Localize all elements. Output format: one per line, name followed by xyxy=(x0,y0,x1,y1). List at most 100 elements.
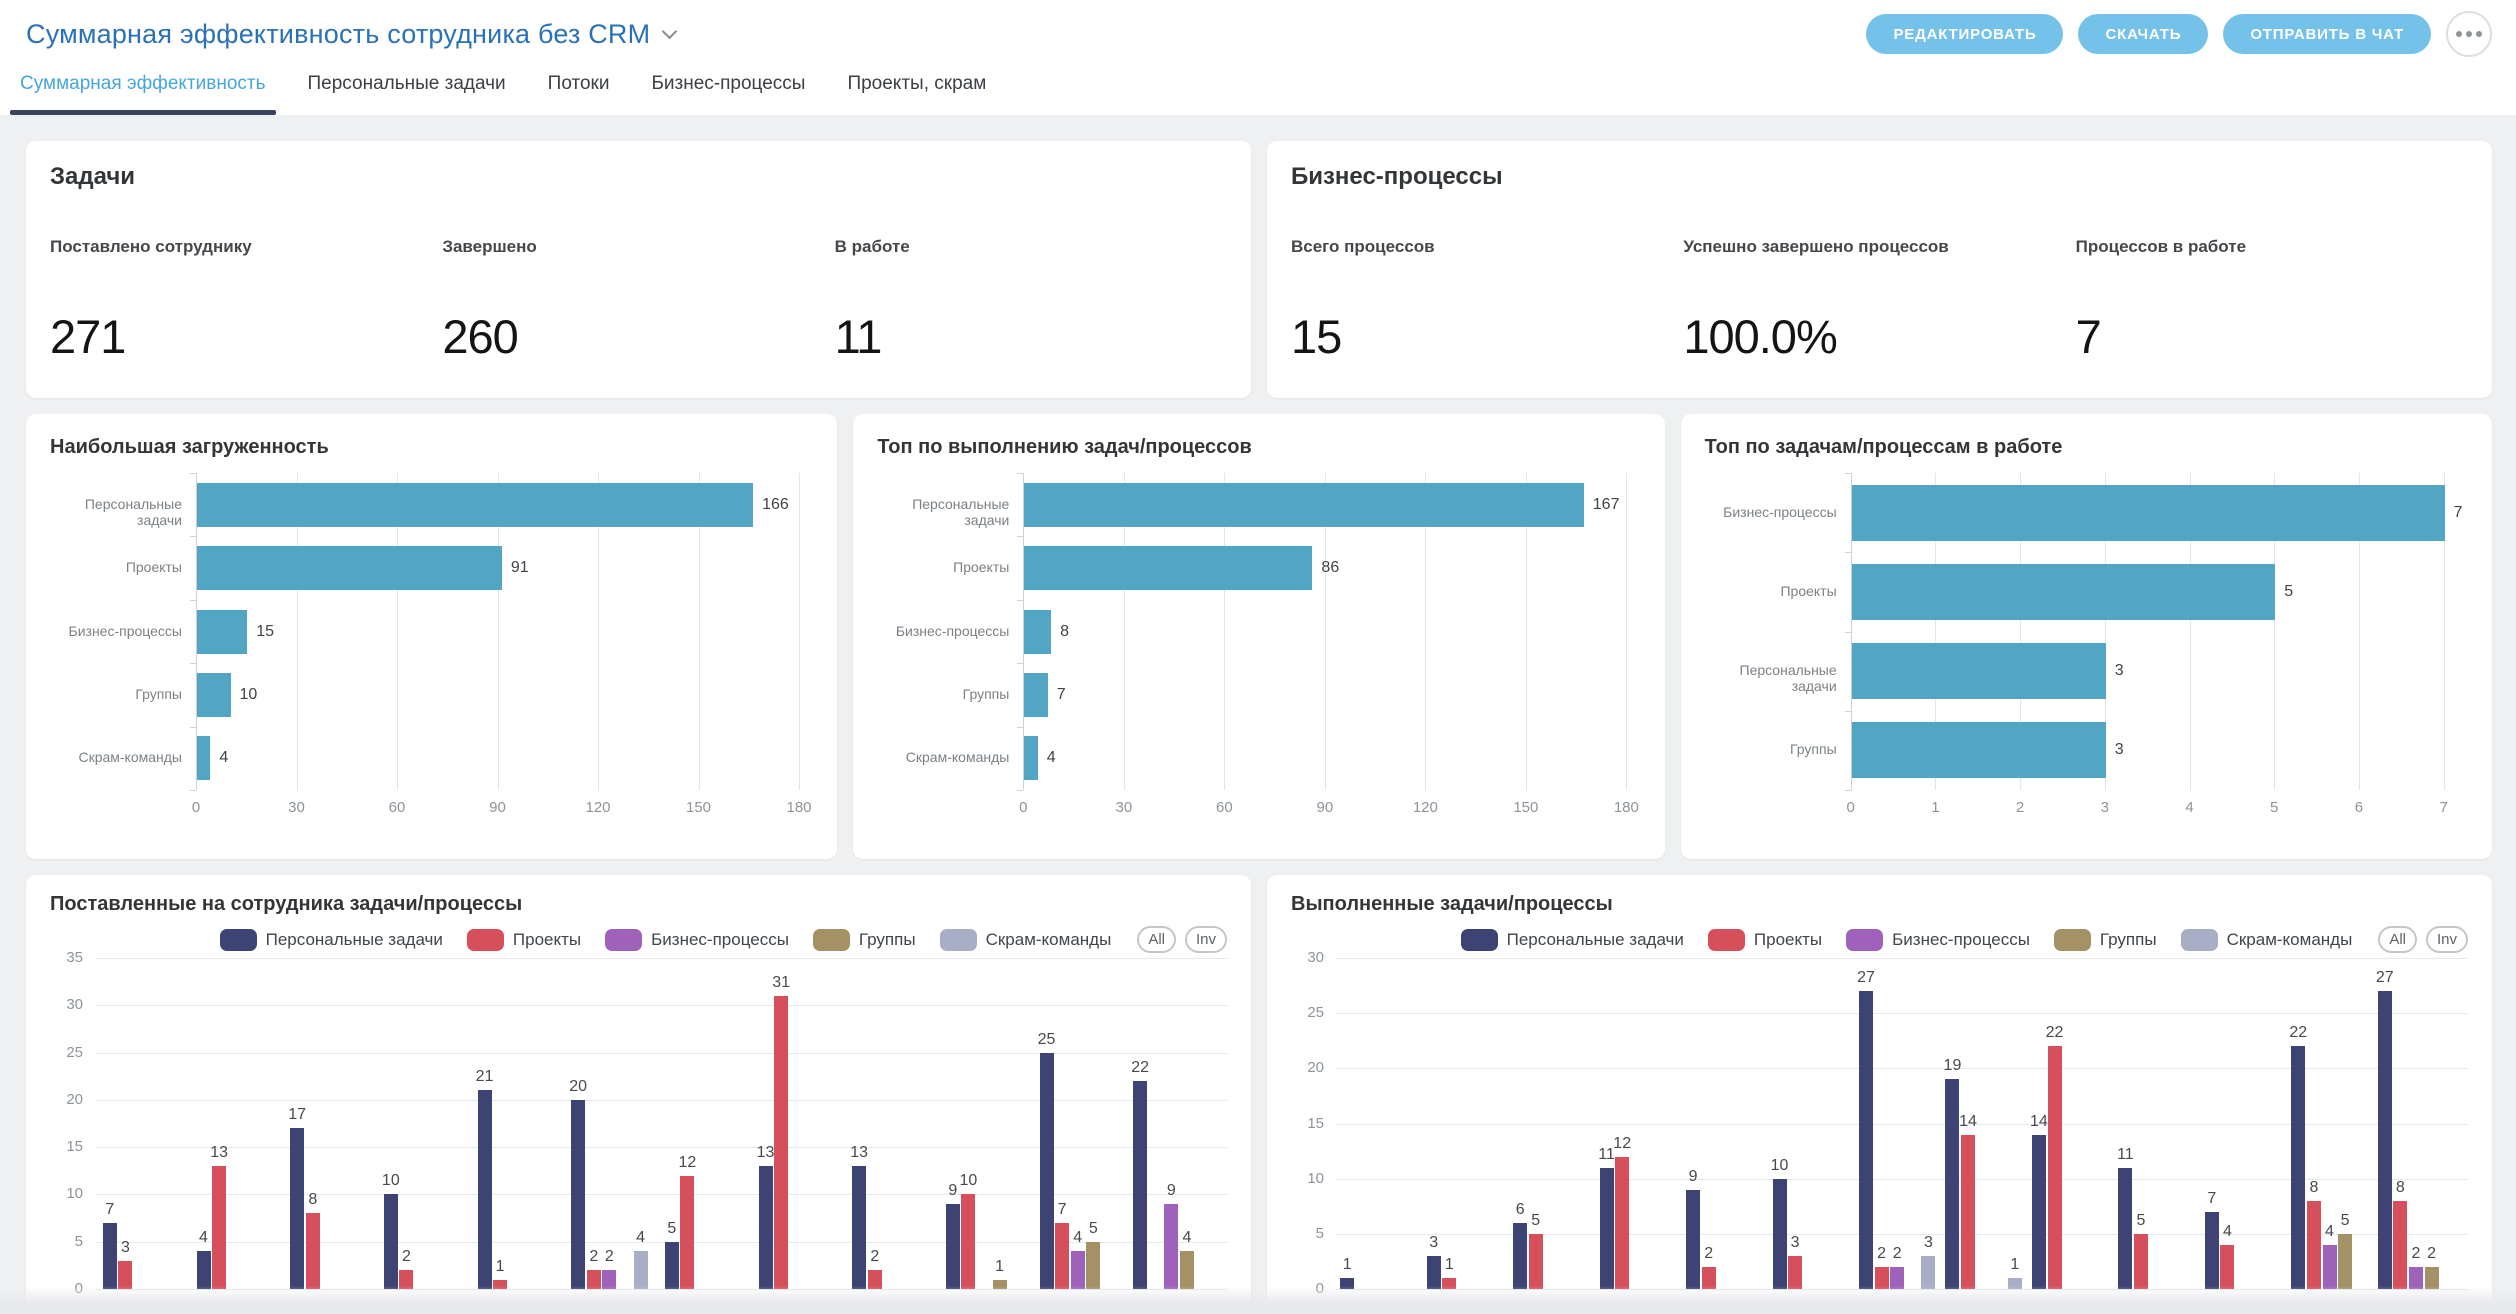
tab-projects-scrum[interactable]: Проекты, скрам xyxy=(847,73,987,94)
bar[interactable] xyxy=(1086,1241,1101,1289)
bar[interactable] xyxy=(197,609,248,654)
bar[interactable] xyxy=(1164,1203,1179,1289)
legend-item[interactable]: Группы xyxy=(812,928,916,951)
download-button[interactable]: СКАЧАТЬ xyxy=(2078,14,2209,54)
bar[interactable] xyxy=(1513,1222,1528,1289)
bar[interactable] xyxy=(197,546,502,591)
bar[interactable] xyxy=(2133,1233,2148,1289)
bar[interactable] xyxy=(2204,1211,2219,1289)
bar[interactable] xyxy=(602,1270,617,1289)
legend-item[interactable]: Бизнес-процессы xyxy=(605,928,789,951)
tab-summary-efficiency[interactable]: Суммарная эффективность xyxy=(10,69,276,115)
bar[interactable] xyxy=(852,1166,867,1289)
bar[interactable] xyxy=(2291,1046,2306,1289)
bar[interactable] xyxy=(961,1194,976,1289)
legend-item[interactable]: Проекты xyxy=(1707,928,1822,951)
bar[interactable] xyxy=(2220,1244,2235,1289)
bar[interactable] xyxy=(1340,1277,1355,1289)
bar[interactable] xyxy=(197,672,231,717)
tab-business-processes[interactable]: Бизнес-процессы xyxy=(651,73,806,94)
bar[interactable] xyxy=(1039,1052,1054,1289)
bar[interactable] xyxy=(493,1279,508,1289)
legend-all-button[interactable]: All xyxy=(2378,926,2417,953)
bar[interactable] xyxy=(1024,546,1313,591)
bar[interactable] xyxy=(196,1251,211,1289)
bar[interactable] xyxy=(1890,1266,1905,1289)
bar[interactable] xyxy=(1945,1079,1960,1289)
bar[interactable] xyxy=(1179,1251,1194,1289)
bar[interactable] xyxy=(1772,1178,1787,1289)
bar[interactable] xyxy=(197,736,211,781)
bar[interactable] xyxy=(477,1090,492,1289)
bar[interactable] xyxy=(1851,722,2106,779)
bar[interactable] xyxy=(383,1194,398,1289)
bar[interactable] xyxy=(1874,1266,1889,1289)
bar[interactable] xyxy=(1921,1255,1936,1289)
legend-all-button[interactable]: All xyxy=(1137,926,1176,953)
bar[interactable] xyxy=(867,1270,882,1289)
bar[interactable] xyxy=(1961,1134,1976,1289)
bar[interactable] xyxy=(118,1260,133,1289)
bar[interactable] xyxy=(2118,1167,2133,1289)
legend-inv-button[interactable]: Inv xyxy=(2425,926,2468,953)
bar[interactable] xyxy=(664,1241,679,1289)
bar[interactable] xyxy=(2306,1200,2321,1289)
bar[interactable] xyxy=(1442,1277,1457,1289)
bar[interactable] xyxy=(1615,1156,1630,1289)
bar[interactable] xyxy=(102,1222,117,1289)
bar[interactable] xyxy=(2377,991,2392,1289)
bar[interactable] xyxy=(2338,1233,2353,1289)
bar[interactable] xyxy=(2424,1266,2439,1289)
bar[interactable] xyxy=(680,1175,695,1289)
bar[interactable] xyxy=(1788,1255,1803,1289)
tab-personal-tasks[interactable]: Персональные задачи xyxy=(307,73,506,94)
tab-flows[interactable]: Потоки xyxy=(547,73,610,94)
legend-item[interactable]: Персональные задачи xyxy=(219,928,443,951)
bar[interactable] xyxy=(1701,1266,1716,1289)
bar[interactable] xyxy=(1426,1255,1441,1289)
bar[interactable] xyxy=(1528,1233,1543,1289)
legend-item[interactable]: Группы xyxy=(2053,928,2157,951)
bar[interactable] xyxy=(1851,563,2276,620)
bar[interactable] xyxy=(1851,484,2445,541)
bar[interactable] xyxy=(1599,1167,1614,1289)
more-button[interactable] xyxy=(2446,11,2492,57)
bar[interactable] xyxy=(586,1270,601,1289)
bar[interactable] xyxy=(2007,1277,2022,1289)
bar[interactable] xyxy=(2047,1046,2062,1289)
bar[interactable] xyxy=(758,1166,773,1289)
bar[interactable] xyxy=(290,1128,305,1289)
bar[interactable] xyxy=(2031,1134,2046,1289)
bar[interactable] xyxy=(945,1203,960,1289)
legend-item[interactable]: Скрам-команды xyxy=(939,928,1111,951)
chevron-down-icon[interactable] xyxy=(662,23,678,39)
bar[interactable] xyxy=(1070,1251,1085,1289)
bar[interactable] xyxy=(197,482,754,527)
bar[interactable] xyxy=(633,1251,648,1289)
bar[interactable] xyxy=(1859,991,1873,1289)
bar[interactable] xyxy=(571,1099,586,1289)
bar[interactable] xyxy=(1055,1222,1070,1289)
legend-item[interactable]: Скрам-команды xyxy=(2180,928,2352,951)
bar[interactable] xyxy=(1024,609,1052,654)
bar[interactable] xyxy=(1851,643,2106,700)
bar[interactable] xyxy=(992,1279,1007,1289)
bar[interactable] xyxy=(305,1213,320,1289)
bar[interactable] xyxy=(2393,1200,2408,1289)
bar[interactable] xyxy=(2408,1266,2423,1289)
legend-item[interactable]: Проекты xyxy=(466,928,581,951)
page-title[interactable]: Суммарная эффективность сотрудника без C… xyxy=(26,18,651,49)
legend-item[interactable]: Персональные задачи xyxy=(1460,928,1684,951)
bar[interactable] xyxy=(212,1166,227,1289)
bar[interactable] xyxy=(399,1270,414,1289)
legend-item[interactable]: Бизнес-процессы xyxy=(1846,928,2030,951)
send-to-chat-button[interactable]: ОТПРАВИТЬ В ЧАТ xyxy=(2223,14,2431,54)
bar[interactable] xyxy=(1133,1080,1148,1289)
bar[interactable] xyxy=(1024,672,1048,717)
bar[interactable] xyxy=(2322,1244,2337,1289)
bar[interactable] xyxy=(774,995,789,1289)
bar[interactable] xyxy=(1686,1189,1701,1289)
legend-inv-button[interactable]: Inv xyxy=(1184,926,1227,953)
edit-button[interactable]: РЕДАКТИРОВАТЬ xyxy=(1866,14,2064,54)
bar[interactable] xyxy=(1024,736,1038,781)
